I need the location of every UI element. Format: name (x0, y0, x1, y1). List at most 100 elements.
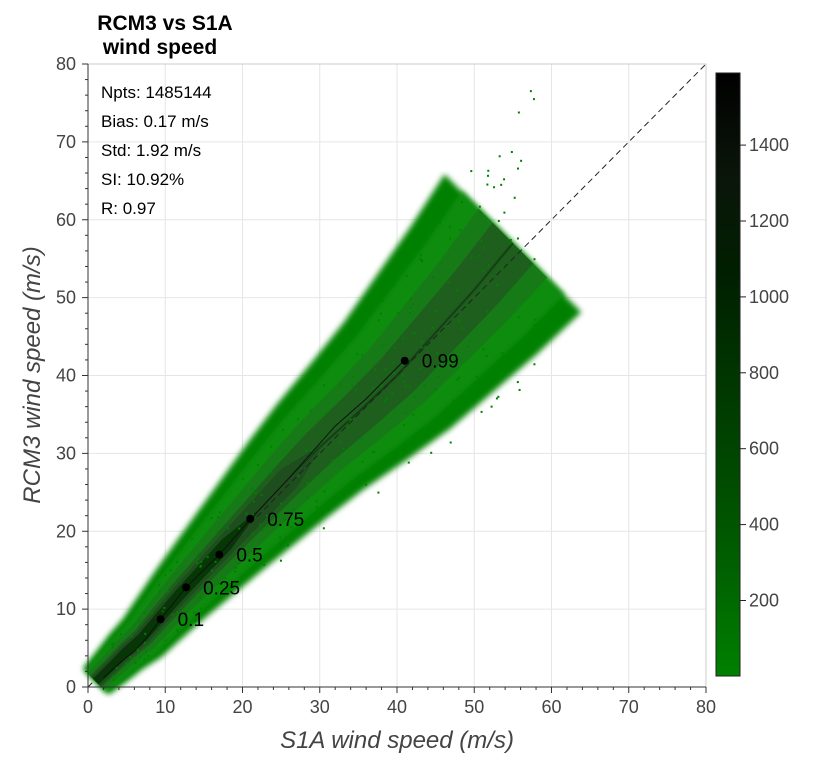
outlier-speck (191, 537, 194, 540)
outlier-speck (413, 395, 416, 398)
y-tick-label: 0 (66, 677, 76, 697)
outlier-speck (480, 239, 483, 242)
outlier-speck (509, 239, 512, 242)
y-axis-label: RCM3 wind speed (m/s) (19, 246, 46, 503)
outlier-speck (360, 438, 363, 441)
outlier-speck (384, 400, 387, 403)
outlier-speck (420, 258, 423, 261)
outlier-speck (385, 398, 388, 401)
outlier-speck (169, 569, 172, 572)
outlier-speck (413, 332, 416, 335)
outlier-speck (518, 388, 521, 391)
outlier-speck (115, 666, 118, 669)
outlier-speck (409, 306, 412, 309)
quantile-points: 0.1 0.25 0.50.75 0.99 (156, 352, 459, 631)
outlier-speck (283, 518, 286, 521)
outlier-speck (500, 183, 503, 186)
outlier-speck (234, 570, 237, 573)
outlier-speck (453, 415, 456, 418)
outlier-speck (352, 375, 355, 378)
x-tick-label: 70 (619, 697, 639, 717)
x-tick-label: 80 (696, 697, 716, 717)
outlier-speck (486, 183, 489, 186)
outlier-speck (397, 312, 400, 315)
outlier-speck (261, 529, 264, 532)
outlier-speck (483, 389, 486, 392)
outlier-speck (421, 340, 424, 343)
outlier-speck (517, 167, 520, 170)
y-tick-label: 60 (56, 210, 76, 230)
colorbar (715, 72, 741, 677)
outlier-speck (111, 646, 114, 649)
outlier-speck (478, 380, 481, 383)
outlier-speck (419, 367, 422, 370)
outlier-speck (416, 431, 419, 434)
outlier-speck (342, 447, 345, 450)
outlier-speck (322, 527, 325, 530)
outlier-speck (533, 363, 536, 366)
outlier-speck (266, 514, 269, 517)
x-axis-label: S1A wind speed (m/s) (280, 727, 514, 754)
outlier-speck (496, 284, 499, 287)
outlier-speck (210, 516, 213, 519)
chart-title-line-1: RCM3 vs S1A (97, 12, 232, 35)
outlier-speck (516, 381, 519, 384)
outlier-speck (354, 388, 357, 391)
y-tick-label: 80 (56, 54, 76, 74)
outlier-speck (347, 425, 350, 428)
outlier-speck (478, 205, 481, 208)
stat-si: SI: 10.92% (101, 170, 184, 189)
outlier-speck (513, 196, 516, 199)
outlier-speck (533, 324, 536, 327)
outlier-speck (434, 388, 437, 391)
outlier-speck (143, 641, 146, 644)
y-axis-ticks: 0 10 20 30 40 50 60 70 80 (56, 54, 88, 697)
outlier-speck (210, 569, 213, 572)
outlier-speck (112, 642, 115, 645)
quantile-point (215, 550, 224, 559)
outlier-speck (234, 566, 237, 569)
y-tick-label: 50 (56, 288, 76, 308)
outlier-speck (276, 515, 279, 518)
outlier-speck (282, 428, 285, 431)
stats-box: Npts: 1485144 Bias: 0.17 m/s Std: 1.92 m… (101, 83, 212, 218)
outlier-speck (534, 318, 537, 321)
outlier-speck (125, 662, 128, 665)
stat-bias: Bias: 0.17 m/s (101, 112, 209, 131)
outlier-speck (171, 613, 174, 616)
outlier-speck (371, 303, 374, 306)
outlier-speck (407, 461, 410, 464)
outlier-speck (517, 316, 520, 319)
outlier-speck (431, 326, 434, 329)
outlier-speck (456, 289, 459, 292)
outlier-speck (290, 526, 293, 529)
x-tick-label: 60 (541, 697, 561, 717)
colorbar-ticks: 200 400 600 800 1000 1200 1400 (740, 135, 789, 610)
outlier-speck (297, 474, 300, 477)
outlier-speck (270, 471, 273, 474)
outlier-speck (456, 358, 459, 361)
outlier-speck (195, 592, 198, 595)
outlier-speck (372, 451, 375, 454)
quantile-point (400, 356, 409, 365)
outlier-speck (143, 611, 146, 614)
outlier-speck (486, 310, 489, 313)
x-tick-label: 50 (464, 697, 484, 717)
outlier-speck (263, 563, 266, 566)
outlier-speck (351, 384, 354, 387)
outlier-speck (477, 254, 480, 257)
outlier-speck (227, 527, 230, 530)
outlier-speck (404, 412, 407, 415)
x-tick-label: 20 (232, 697, 252, 717)
outlier-speck (437, 375, 440, 378)
quantile-label: 0.5 (236, 546, 262, 567)
outlier-speck (216, 530, 219, 533)
outlier-speck (447, 281, 450, 284)
x-tick-label: 10 (155, 697, 175, 717)
outlier-speck (199, 596, 202, 599)
outlier-speck (391, 393, 394, 396)
outlier-speck (139, 656, 142, 659)
outlier-speck (134, 661, 137, 664)
outlier-speck (266, 525, 269, 528)
outlier-speck (485, 354, 488, 357)
